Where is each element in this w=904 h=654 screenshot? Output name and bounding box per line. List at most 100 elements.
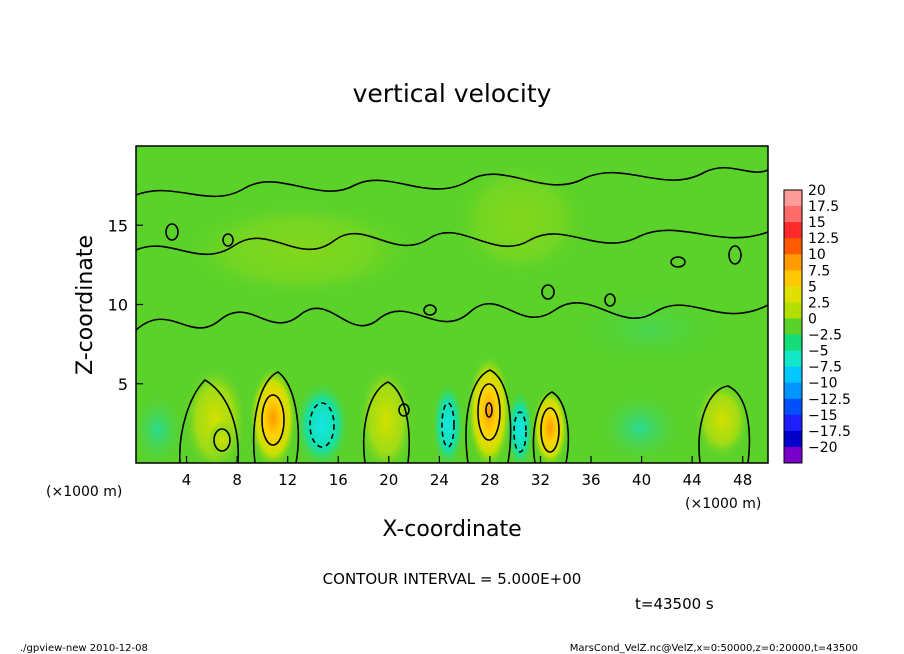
- x-tick-label: 12: [278, 471, 297, 489]
- contour-negative-5: [309, 402, 335, 448]
- colorbar-label: 5: [808, 279, 817, 295]
- field-cell-positive: [532, 388, 568, 463]
- x-tick-label: 4: [182, 471, 192, 489]
- contour-zero-line: [532, 391, 570, 463]
- contour-zero-line: [179, 378, 240, 463]
- colorbar: 2017.51512.5107.552.50−2.5−5−7.5−10−12.5…: [783, 183, 851, 464]
- field-cell-positive: [208, 422, 236, 458]
- x-tick-label: 16: [329, 471, 348, 489]
- colorbar-label: 10: [808, 247, 826, 263]
- x-tick-label: 48: [733, 471, 752, 489]
- contour-small-cell: [398, 403, 410, 417]
- colorbar-label: 7.5: [808, 263, 830, 279]
- colorbar-label: 0: [808, 311, 817, 327]
- colorbar-swatch: [784, 270, 802, 287]
- contour-negative-5: [441, 402, 455, 448]
- field-cell-positive: [467, 354, 511, 463]
- field-cell-positive: [358, 365, 414, 463]
- contour-positive-10: [485, 402, 493, 418]
- contour-small-cell: [423, 304, 437, 316]
- field-cell-negative: [294, 380, 350, 463]
- colorbar-label: −12.5: [808, 392, 851, 408]
- colorbar-label: −15: [808, 408, 838, 424]
- contour-positive-5: [540, 407, 560, 453]
- colorbar-swatch: [784, 398, 802, 416]
- x-tick-label: 32: [531, 471, 550, 489]
- contour-zero-line: [136, 167, 768, 198]
- y-tick-label: 5: [118, 375, 128, 394]
- colorbar-swatch: [784, 286, 802, 303]
- field-band-upper: [450, 160, 590, 280]
- footer-right: MarsCond_VelZ.nc@VelZ,x=0:50000,z=0:2000…: [570, 643, 858, 654]
- footer-left: ./gpview-new 2010-12-08: [20, 643, 148, 654]
- x-tick-label: 40: [632, 471, 651, 489]
- x-axis-label: X-coordinate: [382, 517, 521, 542]
- x-tick-label: 28: [480, 471, 499, 489]
- contour-small-cell: [541, 284, 555, 300]
- colorbar-label: −20: [808, 440, 838, 456]
- contour-small-cell: [728, 245, 742, 265]
- contour-zero-line: [136, 302, 768, 331]
- colorbar-label: −7.5: [808, 360, 842, 376]
- x-tick-label: 44: [683, 471, 702, 489]
- contour-small-cell: [604, 293, 616, 307]
- field-cell-negative: [506, 388, 534, 463]
- time-label: t=43500 s: [635, 595, 714, 613]
- colorbar-label: −5: [808, 344, 829, 360]
- colorbar-swatch: [784, 254, 802, 271]
- field-cell-negative: [432, 380, 464, 463]
- colorbar-label: 2.5: [808, 295, 830, 311]
- field-cell-positive: [694, 380, 750, 460]
- x-units-right: (×1000 m): [685, 496, 761, 512]
- contour-zero-line: [698, 385, 751, 463]
- x-tick-label: 36: [581, 471, 600, 489]
- contour-zero-line: [136, 229, 768, 256]
- x-tick-label: 20: [379, 471, 398, 489]
- velocity-field: [136, 160, 750, 463]
- field-band-upper: [180, 200, 420, 300]
- colorbar-swatch: [784, 318, 802, 336]
- colorbar-swatch: [784, 302, 802, 319]
- y-tick-label: 10: [108, 296, 128, 315]
- field-cell-negative: [136, 390, 186, 463]
- x-units-left: (×1000 m): [46, 484, 122, 500]
- colorbar-swatch: [784, 334, 802, 352]
- y-axis-ticks: 5 10 15: [108, 216, 143, 394]
- colorbar-swatch: [784, 446, 802, 464]
- field-band-upper: [560, 290, 740, 370]
- contour-small-cell: [222, 233, 234, 247]
- y-axis-label: Z-coordinate: [73, 235, 98, 375]
- colorbar-swatch: [784, 206, 802, 223]
- colorbar-label: −17.5: [808, 424, 851, 440]
- field-cell-positive: [249, 366, 297, 463]
- contour-zero-line: [252, 371, 300, 463]
- chart-title: vertical velocity: [353, 79, 552, 108]
- contour-interval-label: CONTOUR INTERVAL = 5.000E+00: [323, 570, 582, 588]
- contour-lines: [136, 167, 768, 463]
- contour-small-cell: [165, 223, 179, 241]
- colorbar-swatch: [784, 238, 802, 255]
- contour-negative-5: [513, 411, 527, 453]
- colorbar-label: 12.5: [808, 231, 839, 247]
- contour-positive-5: [213, 428, 231, 452]
- colorbar-swatch: [784, 190, 802, 207]
- y-tick-label: 15: [108, 216, 128, 235]
- colorbar-label: 17.5: [808, 199, 839, 215]
- contour-positive-5: [477, 383, 501, 441]
- colorbar-swatch: [784, 414, 802, 432]
- colorbar-swatch: [784, 222, 802, 239]
- colorbar-swatch: [784, 350, 802, 368]
- colorbar-swatch: [784, 366, 802, 384]
- colorbar-label: 15: [808, 215, 826, 231]
- colorbar-label: 20: [808, 183, 826, 199]
- field-cell-negative: [595, 390, 685, 463]
- colorbar-label: −10: [808, 376, 838, 392]
- colorbar-frame: [783, 189, 803, 464]
- x-tick-label: 8: [232, 471, 242, 489]
- contour-small-cell: [670, 256, 686, 268]
- contour-positive-5: [261, 394, 285, 446]
- x-axis-ticks: 4 8 12 16 20 24 28 32 36 40 44 48: [182, 456, 752, 489]
- colorbar-swatch: [784, 430, 802, 448]
